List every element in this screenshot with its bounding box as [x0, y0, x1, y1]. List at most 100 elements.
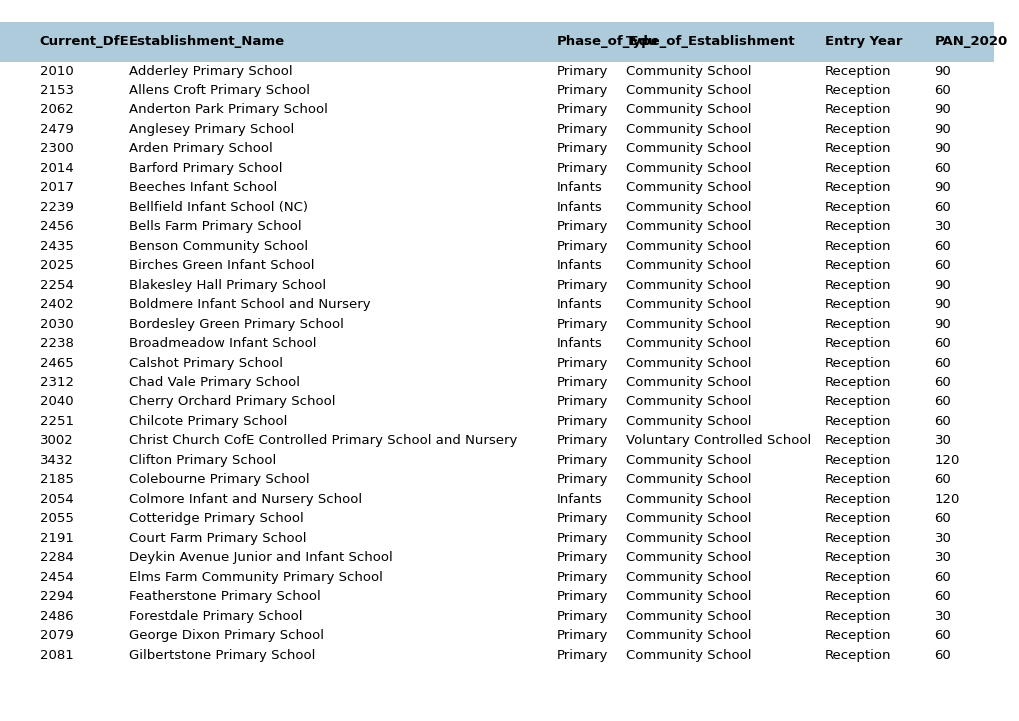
Text: Community School: Community School [626, 317, 751, 331]
Text: 90: 90 [933, 142, 951, 156]
Text: Community School: Community School [626, 239, 751, 253]
Text: Primary: Primary [556, 356, 607, 370]
Text: Reception: Reception [824, 356, 891, 370]
Text: Barford Primary School: Barford Primary School [129, 162, 282, 175]
Text: Reception: Reception [824, 570, 891, 584]
Text: Primary: Primary [556, 220, 607, 234]
Text: Current_DfE: Current_DfE [40, 35, 129, 48]
Text: Colebourne Primary School: Colebourne Primary School [129, 473, 310, 487]
Text: Entry Year: Entry Year [824, 35, 902, 48]
Text: Primary: Primary [556, 278, 607, 292]
Text: 2054: 2054 [40, 492, 73, 506]
Text: 2456: 2456 [40, 220, 73, 234]
Text: George Dixon Primary School: George Dixon Primary School [129, 629, 324, 642]
Text: Colmore Infant and Nursery School: Colmore Infant and Nursery School [129, 492, 362, 506]
Text: Reception: Reception [824, 123, 891, 136]
Text: 3002: 3002 [40, 434, 73, 448]
Text: 2254: 2254 [40, 278, 73, 292]
Text: Primary: Primary [556, 531, 607, 545]
Text: 2055: 2055 [40, 512, 73, 526]
Text: Arden Primary School: Arden Primary School [129, 142, 273, 156]
Text: Reception: Reception [824, 181, 891, 195]
Text: 90: 90 [933, 181, 951, 195]
Text: Community School: Community School [626, 648, 751, 662]
Text: Infants: Infants [556, 492, 602, 506]
Text: Cherry Orchard Primary School: Cherry Orchard Primary School [129, 395, 335, 409]
Text: 60: 60 [933, 629, 951, 642]
Text: 120: 120 [933, 492, 959, 506]
Text: 60: 60 [933, 512, 951, 526]
Text: Reception: Reception [824, 298, 891, 311]
Text: Adderley Primary School: Adderley Primary School [129, 64, 292, 78]
Text: 2239: 2239 [40, 200, 73, 214]
Text: 2402: 2402 [40, 298, 73, 311]
Text: Community School: Community School [626, 200, 751, 214]
Text: Primary: Primary [556, 648, 607, 662]
Text: 60: 60 [933, 162, 951, 175]
Text: Community School: Community School [626, 551, 751, 565]
Text: Primary: Primary [556, 64, 607, 78]
Text: Reception: Reception [824, 337, 891, 350]
Text: Reception: Reception [824, 590, 891, 603]
Text: Reception: Reception [824, 492, 891, 506]
Text: Community School: Community School [626, 629, 751, 642]
Text: 2284: 2284 [40, 551, 73, 565]
Text: Community School: Community School [626, 531, 751, 545]
Text: Community School: Community School [626, 376, 751, 389]
Text: 2479: 2479 [40, 123, 73, 136]
Text: Infants: Infants [556, 337, 602, 350]
Text: Clifton Primary School: Clifton Primary School [129, 454, 276, 467]
Text: 3432: 3432 [40, 454, 73, 467]
Text: 2465: 2465 [40, 356, 73, 370]
Text: 2251: 2251 [40, 415, 73, 428]
Text: Primary: Primary [556, 123, 607, 136]
Text: 2454: 2454 [40, 570, 73, 584]
Text: 2294: 2294 [40, 590, 73, 603]
Text: Community School: Community School [626, 512, 751, 526]
Text: Chad Vale Primary School: Chad Vale Primary School [129, 376, 300, 389]
Text: Voluntary Controlled School: Voluntary Controlled School [626, 434, 811, 448]
Text: Community School: Community School [626, 123, 751, 136]
Text: 2435: 2435 [40, 239, 73, 253]
Text: Broadmeadow Infant School: Broadmeadow Infant School [129, 337, 317, 350]
Text: Community School: Community School [626, 84, 751, 97]
Text: 30: 30 [933, 609, 951, 623]
Text: Boldmere Infant School and Nursery: Boldmere Infant School and Nursery [129, 298, 371, 311]
Text: 60: 60 [933, 356, 951, 370]
Text: Community School: Community School [626, 337, 751, 350]
Text: Community School: Community School [626, 570, 751, 584]
Text: 90: 90 [933, 317, 951, 331]
Text: Cotteridge Primary School: Cotteridge Primary School [129, 512, 304, 526]
Text: Community School: Community School [626, 356, 751, 370]
Text: Community School: Community School [626, 220, 751, 234]
Text: Reception: Reception [824, 473, 891, 487]
Text: Reception: Reception [824, 259, 891, 273]
Text: 90: 90 [933, 278, 951, 292]
Text: 2153: 2153 [40, 84, 73, 97]
Text: Court Farm Primary School: Court Farm Primary School [129, 531, 307, 545]
Text: 2300: 2300 [40, 142, 73, 156]
Text: Community School: Community School [626, 103, 751, 117]
Text: Infants: Infants [556, 181, 602, 195]
Text: Reception: Reception [824, 531, 891, 545]
Text: 2081: 2081 [40, 648, 73, 662]
Text: Reception: Reception [824, 64, 891, 78]
Text: 30: 30 [933, 434, 951, 448]
Text: 2312: 2312 [40, 376, 73, 389]
Text: Reception: Reception [824, 278, 891, 292]
Text: Community School: Community School [626, 415, 751, 428]
Text: Community School: Community School [626, 298, 751, 311]
Text: 60: 60 [933, 570, 951, 584]
FancyBboxPatch shape [0, 22, 994, 61]
Text: Elms Farm Community Primary School: Elms Farm Community Primary School [129, 570, 383, 584]
Text: 60: 60 [933, 648, 951, 662]
Text: Reception: Reception [824, 512, 891, 526]
Text: 30: 30 [933, 220, 951, 234]
Text: Reception: Reception [824, 84, 891, 97]
Text: 90: 90 [933, 103, 951, 117]
Text: Reception: Reception [824, 434, 891, 448]
Text: 2017: 2017 [40, 181, 73, 195]
Text: Chilcote Primary School: Chilcote Primary School [129, 415, 287, 428]
Text: 90: 90 [933, 123, 951, 136]
Text: Community School: Community School [626, 162, 751, 175]
